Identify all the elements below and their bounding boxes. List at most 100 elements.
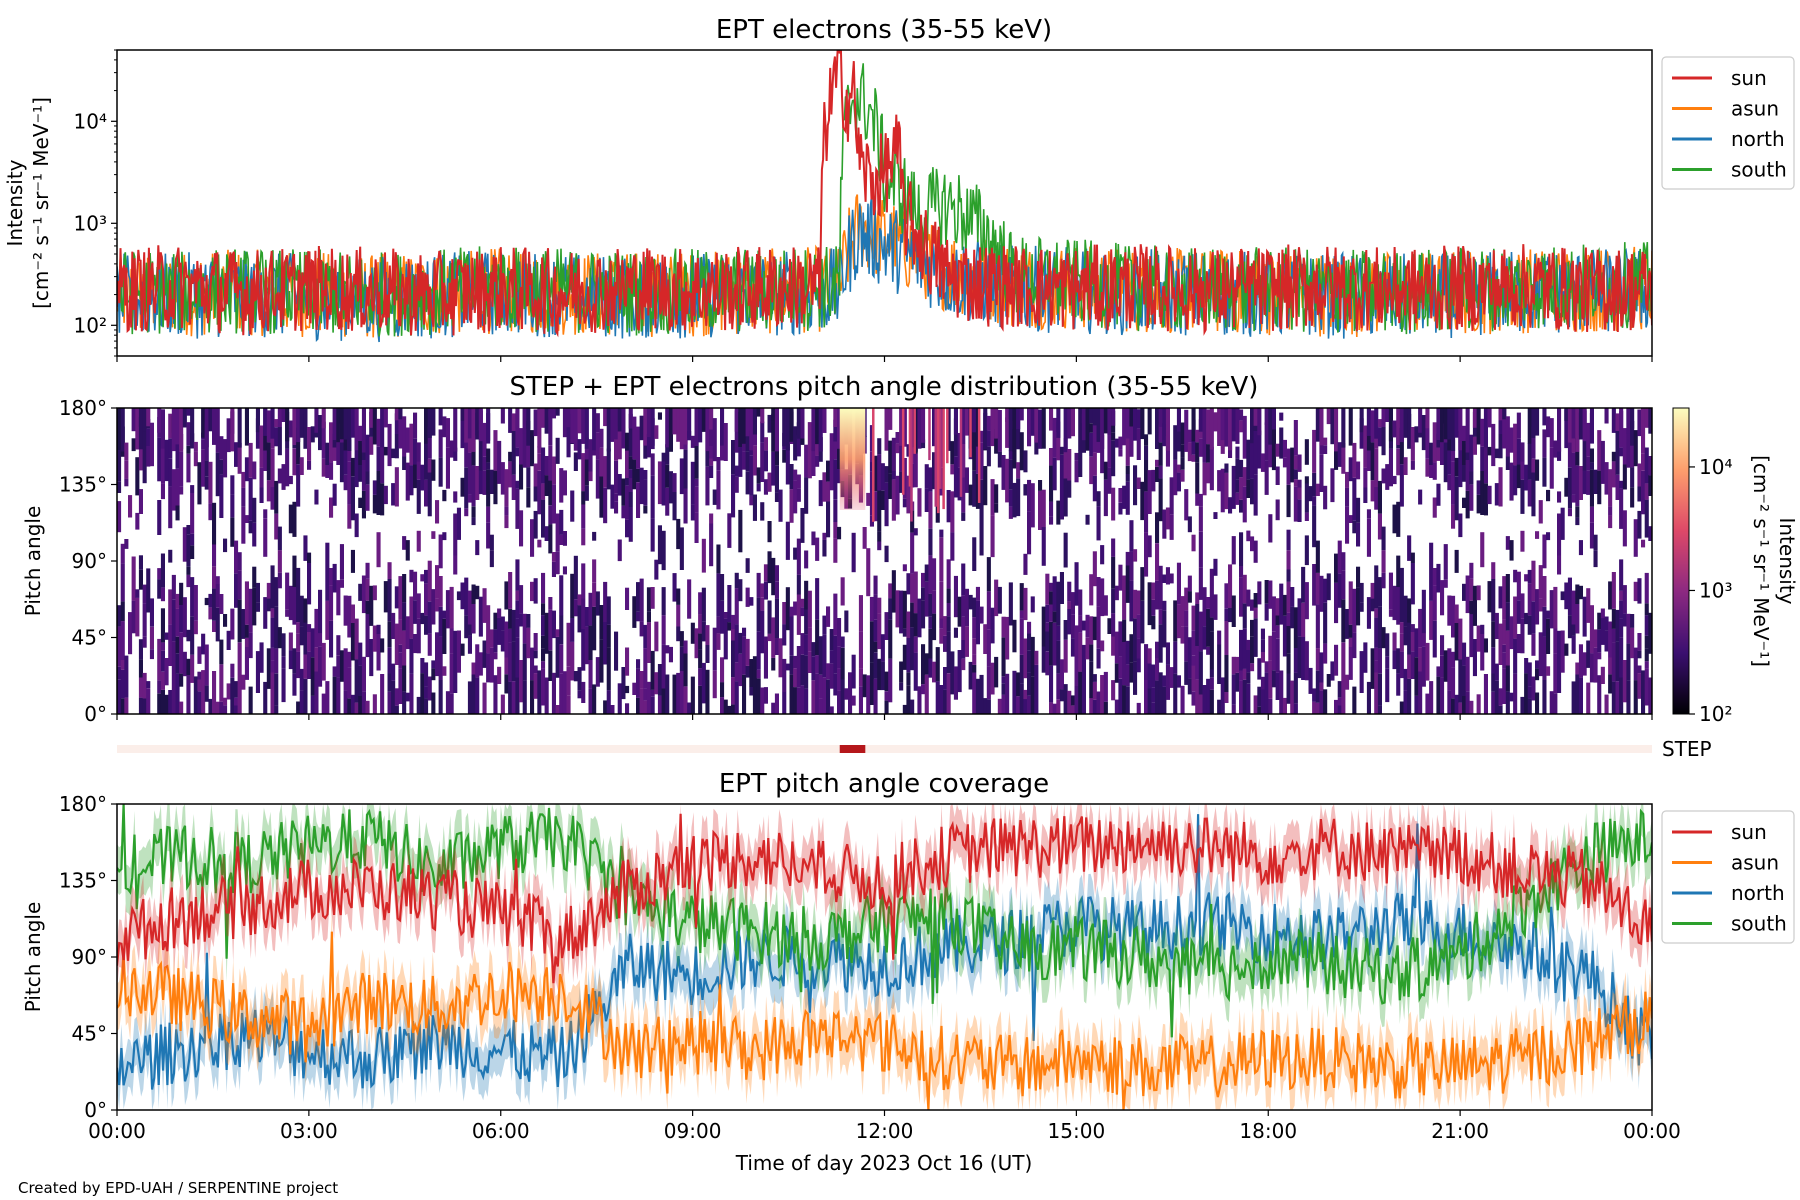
panel2-ytick-label: 45°	[72, 626, 107, 650]
pad-cell	[1209, 617, 1214, 632]
pad-cell	[274, 577, 279, 607]
pad-cell	[950, 651, 955, 695]
pad-cell	[738, 408, 743, 447]
pad-cell	[1425, 642, 1430, 681]
pad-cell	[219, 459, 224, 475]
pad-cell	[405, 692, 410, 702]
pad-cell	[1527, 583, 1532, 616]
pad-cell	[818, 480, 823, 507]
pad-cell	[387, 647, 392, 674]
pad-cell	[1487, 408, 1492, 428]
pad-cell	[1399, 567, 1404, 611]
pad-cell	[906, 638, 911, 673]
pad-cell	[424, 479, 429, 507]
pad-cell	[1111, 440, 1116, 477]
pad-cell	[1319, 454, 1324, 492]
pad-cell	[259, 425, 264, 468]
pad-cell	[584, 408, 589, 449]
pad-cell	[204, 408, 209, 448]
pad-cell	[1231, 408, 1236, 442]
pad-cell	[1019, 610, 1024, 619]
pad-cell	[752, 429, 757, 446]
pad-cell	[541, 603, 546, 616]
panel3-series-north	[117, 814, 1652, 1090]
pad-cell	[212, 566, 217, 589]
pad-cell	[175, 673, 180, 714]
pad-cell	[1111, 538, 1116, 557]
pad-cell	[168, 624, 173, 666]
pad-cell	[1348, 457, 1353, 482]
pad-cell	[307, 624, 312, 632]
pad-cell	[617, 408, 622, 432]
pad-cell	[1056, 699, 1061, 714]
pad-cell	[424, 408, 429, 444]
pad-cell	[884, 482, 889, 527]
pad-cell	[223, 705, 228, 714]
pad-cell	[698, 592, 703, 615]
pad-cell	[690, 676, 695, 714]
pad-cell	[1476, 480, 1481, 495]
pad-cell	[234, 573, 239, 608]
pad-cell	[1458, 443, 1463, 488]
pad-cell	[1176, 604, 1181, 639]
pad-cell	[1531, 426, 1536, 459]
pad-cell	[994, 579, 999, 617]
pad-cell	[1155, 641, 1160, 659]
pad-cell	[1337, 705, 1342, 714]
pad-cell	[277, 526, 282, 551]
pad-cell	[1023, 689, 1028, 700]
pad-cell	[796, 574, 801, 595]
pad-cell	[1604, 694, 1609, 714]
pad-cell	[350, 623, 355, 661]
pad-cell	[1447, 474, 1452, 491]
pad-cell	[347, 651, 352, 668]
pad-cell	[1304, 483, 1309, 513]
pad-cell	[1239, 629, 1244, 671]
pad-cell	[683, 640, 688, 654]
pad-cell	[416, 593, 421, 619]
pad-cell	[1114, 663, 1119, 683]
pad-cell	[939, 529, 944, 538]
panel2-ylabel: Pitch angle	[21, 506, 45, 617]
pad-cell	[972, 429, 977, 471]
pad-cell	[1553, 586, 1558, 629]
pad-cell	[731, 629, 736, 641]
pad-cell	[943, 667, 948, 690]
pad-cell	[1527, 662, 1532, 687]
pad-cell	[643, 624, 648, 649]
pad-cell	[453, 513, 458, 556]
pad-cell	[332, 666, 337, 677]
pad-cell	[968, 484, 973, 506]
pad-cell	[1644, 483, 1649, 500]
pad-cell	[138, 659, 143, 678]
pad-cell	[1524, 464, 1529, 491]
pad-cell	[197, 671, 202, 680]
pad-cell	[1644, 635, 1649, 649]
pad-cell	[895, 590, 900, 628]
pad-cell	[1100, 545, 1105, 565]
pad-cell	[1235, 446, 1240, 459]
pad-cell	[387, 691, 392, 714]
pad-cell	[1008, 506, 1013, 519]
pad-cell	[1001, 637, 1006, 677]
pad-cell	[566, 666, 571, 696]
pad-cell	[1187, 429, 1192, 443]
pad-cell	[986, 446, 991, 467]
pad-cell	[763, 581, 768, 600]
pad-cell	[1505, 536, 1510, 550]
pad-cell	[1363, 487, 1368, 503]
pad-cell	[1074, 452, 1079, 461]
pad-cell	[1019, 654, 1024, 684]
pad-cell	[953, 418, 958, 457]
pad-cell	[869, 471, 874, 516]
pad-cell	[1348, 647, 1353, 680]
pad-cell	[628, 456, 633, 470]
pad-cell	[1451, 461, 1456, 505]
pad-cell	[135, 597, 140, 637]
pad-cell	[449, 693, 454, 714]
pad-cell	[749, 408, 754, 451]
pad-cell	[263, 597, 268, 629]
pad-cell	[182, 597, 187, 638]
pad-cell	[1403, 690, 1408, 714]
pad-cell	[551, 408, 556, 419]
